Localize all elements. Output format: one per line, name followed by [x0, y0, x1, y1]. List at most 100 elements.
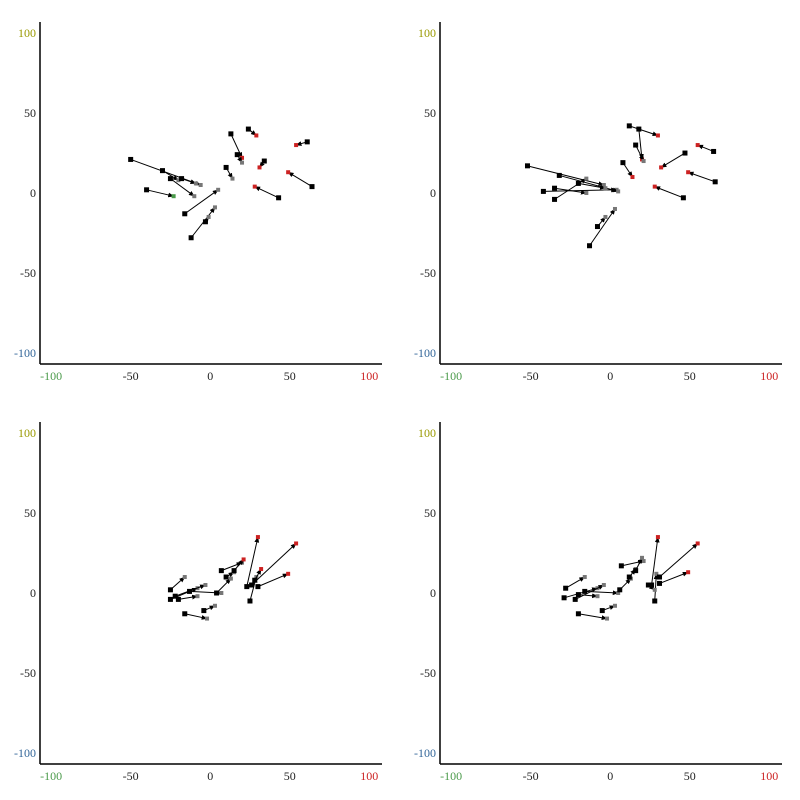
arrow-end-marker	[212, 603, 217, 608]
arrow-start-marker	[552, 196, 558, 202]
arrow-end-marker	[193, 181, 198, 186]
x-tick-label: 50	[284, 769, 296, 783]
arrow-start-marker	[223, 574, 229, 580]
arrow-start-marker	[202, 219, 208, 225]
arrow-end-marker	[582, 575, 587, 580]
arrow-end-marker	[616, 591, 621, 595]
arrow-start-marker	[249, 582, 255, 588]
arrow-end-marker	[259, 567, 264, 572]
arrow-start-marker	[575, 592, 581, 598]
arrow-start-marker	[159, 168, 165, 174]
arrow-line	[697, 144, 714, 152]
arrow-line	[527, 165, 605, 187]
arrow-start-marker	[626, 574, 632, 580]
arrow-line	[184, 613, 208, 620]
arrow-start-marker	[261, 158, 267, 164]
arrow-end-marker	[286, 170, 291, 175]
y-tick-label: 100	[18, 26, 36, 40]
arrow-line	[170, 178, 195, 197]
arrow-line	[146, 189, 175, 198]
arrow-start-marker	[620, 160, 626, 166]
arrow-start-marker	[255, 584, 261, 590]
y-tick-label: 0	[30, 186, 36, 200]
y-tick-label: -50	[20, 266, 36, 280]
arrow-start-marker	[244, 584, 250, 590]
arrow-line	[578, 613, 608, 621]
arrow-start-marker	[172, 593, 178, 599]
arrow-line	[629, 125, 659, 137]
x-tick-label: 50	[284, 369, 296, 383]
arrow-end-marker	[655, 133, 660, 138]
arrow-end-marker	[286, 571, 291, 576]
arrow-end-marker	[294, 143, 299, 148]
arrow-end-marker	[686, 170, 691, 175]
arrow-end-marker	[255, 535, 260, 540]
x-tick-label: 50	[684, 769, 696, 783]
arrow-end-marker	[641, 559, 646, 564]
y-tick-label: 50	[424, 106, 436, 120]
arrow-line	[589, 208, 616, 247]
y-tick-label: -50	[420, 266, 436, 280]
arrow-start-marker	[167, 587, 173, 593]
arrow-line	[178, 594, 199, 600]
arrow-end-marker	[641, 159, 646, 164]
arrow-start-marker	[587, 243, 593, 249]
arrow-start-marker	[188, 235, 194, 241]
arrow-end-marker	[603, 214, 608, 219]
arrow-start-marker	[231, 568, 237, 574]
arrow-end-marker	[176, 178, 181, 183]
x-tick-label: 0	[607, 769, 613, 783]
arrow-end-marker	[655, 535, 660, 540]
arrow-end-marker	[686, 570, 691, 575]
arrow-start-marker	[657, 580, 663, 586]
arrow-start-marker	[561, 595, 567, 601]
arrow-line	[251, 543, 297, 586]
arrow-start-marker	[234, 152, 240, 158]
arrow-start-marker	[144, 187, 150, 193]
arrow-end-marker	[257, 165, 262, 170]
arrow-start-marker	[680, 195, 686, 201]
arrow-start-marker	[582, 588, 588, 594]
arrow-end-marker	[240, 160, 245, 165]
arrow-start-marker	[594, 224, 600, 230]
arrow-start-marker	[252, 577, 258, 583]
arrow-end-marker	[252, 184, 257, 189]
arrow-start-marker	[575, 611, 581, 617]
arrow-end-marker	[254, 133, 259, 138]
arrow-line	[638, 129, 644, 161]
arrow-start-marker	[167, 596, 173, 602]
arrow-end-marker	[695, 541, 700, 546]
y-tick-label: -50	[20, 666, 36, 680]
arrow-end-marker	[240, 155, 245, 160]
arrow-end-marker	[198, 183, 203, 188]
x-tick-label: -100	[440, 369, 462, 383]
arrow-start-marker	[309, 184, 315, 190]
arrow-end-marker	[228, 576, 233, 581]
arrow-line	[584, 590, 619, 596]
arrow-end-marker	[192, 194, 197, 199]
arrow-line	[257, 573, 289, 588]
panel-top-right: -100 -50 0 50 100 100 50 0 -50 -100	[414, 22, 782, 383]
panel-top-left: -100 -50 0 50 100 100 50 0 -50 -100	[14, 22, 382, 383]
arrow-end-marker	[616, 189, 621, 194]
y-tick-label: 100	[418, 426, 436, 440]
arrow-line	[660, 152, 686, 168]
arrow-end-marker	[212, 205, 217, 210]
arrow-end-marker	[695, 143, 700, 148]
arrow-end-marker	[595, 594, 600, 599]
x-tick-label: 0	[207, 769, 213, 783]
arrow-start-marker	[540, 188, 546, 194]
y-tick-label: 100	[18, 426, 36, 440]
arrow-start-marker	[712, 179, 718, 185]
arrow-start-marker	[563, 585, 569, 591]
y-tick-label: -100	[414, 346, 436, 360]
arrow-start-marker	[556, 172, 562, 178]
arrow-line	[659, 571, 689, 584]
y-tick-label: 50	[24, 106, 36, 120]
arrow-start-marker	[201, 608, 207, 614]
arrow-end-marker	[219, 591, 224, 595]
arrow-end-marker	[206, 214, 211, 219]
arrow-end-marker	[601, 583, 606, 588]
arrow-end-marker	[652, 184, 657, 189]
